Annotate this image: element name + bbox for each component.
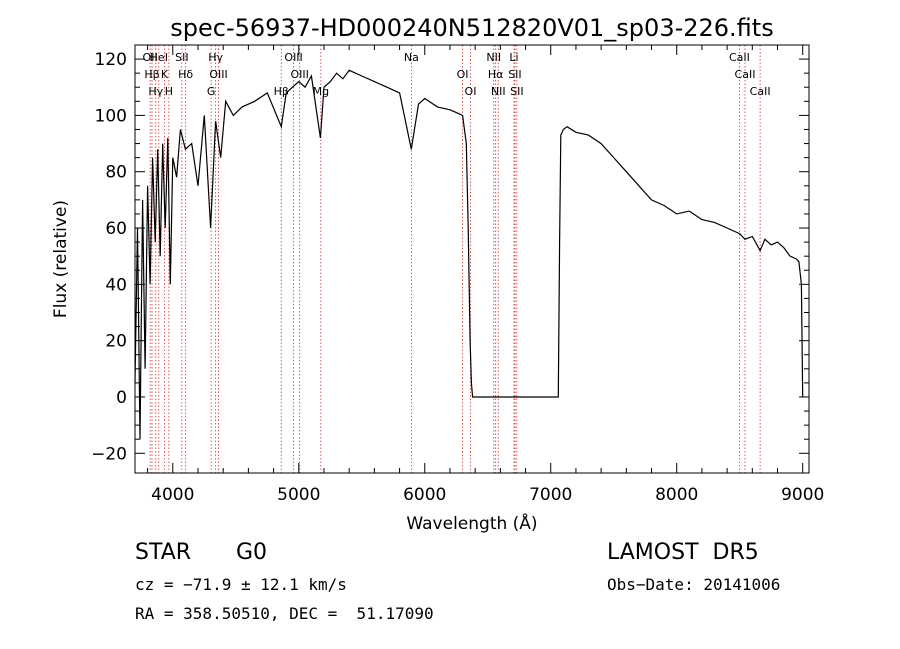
- x-tick-label: 8000: [655, 485, 698, 505]
- line-label: CaII: [729, 51, 750, 64]
- line-label: OI: [457, 68, 469, 81]
- x-tick-label: 6000: [403, 485, 446, 505]
- emission-line-markers: [149, 45, 761, 473]
- line-label: Hγ: [148, 85, 163, 98]
- survey-name: LAMOST DR5: [607, 540, 759, 565]
- line-label: Hβ: [274, 85, 289, 98]
- x-axis-label: Wavelength (Å): [406, 512, 537, 534]
- line-label: OII: [143, 51, 158, 64]
- plot-frame: [134, 44, 810, 474]
- x-tick-label: 7000: [529, 485, 572, 505]
- y-axis-ticks: −20 0 20 40 60 80 100 120: [91, 50, 809, 464]
- line-label: OI: [465, 85, 477, 98]
- x-tick-label: 9000: [781, 485, 824, 505]
- line-label: Hδ: [178, 68, 193, 81]
- line-label: CaII: [735, 68, 756, 81]
- object-type: STAR: [135, 540, 192, 565]
- object-subclass: G0: [236, 540, 268, 565]
- chart-title: spec-56937-HD000240N512820V01_sp03-226.f…: [170, 14, 773, 42]
- observation-date: Obs−Date: 20141006: [607, 575, 781, 594]
- line-label: Hα: [488, 68, 504, 81]
- line-label: Hβ: [144, 68, 159, 81]
- line-label: H: [165, 85, 173, 98]
- y-tick-label: 0: [116, 388, 127, 408]
- line-label: OIII: [209, 68, 227, 81]
- redshift-velocity: cz = −71.9 ± 12.1 km/s: [135, 575, 347, 594]
- y-tick-label: 100: [95, 106, 127, 126]
- y-tick-label: 60: [105, 219, 127, 239]
- line-label: SII: [510, 85, 523, 98]
- x-axis-ticks: 4000 5000 6000 7000 8000 9000: [147, 45, 824, 505]
- line-label: HeI: [150, 51, 168, 64]
- line-label: CaII: [750, 85, 771, 98]
- line-label: SII: [508, 68, 521, 81]
- line-label: K: [161, 68, 169, 81]
- line-label: Na: [404, 51, 419, 64]
- y-axis-label: Flux (relative): [51, 200, 71, 318]
- line-label: NII: [491, 85, 506, 98]
- y-tick-label: 20: [105, 332, 127, 352]
- line-label: G: [207, 85, 216, 98]
- y-tick-label: 120: [95, 50, 127, 70]
- x-tick-label: 5000: [277, 485, 320, 505]
- y-tick-label: 80: [105, 163, 127, 183]
- line-label: OIII: [290, 68, 308, 81]
- ra-dec-coordinates: RA = 358.50510, DEC = 51.17090: [135, 604, 434, 623]
- line-label: Li: [509, 51, 518, 64]
- x-tick-label: 4000: [151, 485, 194, 505]
- spectrum-series-line: [134, 69, 804, 440]
- line-label: OIII: [284, 51, 302, 64]
- line-label: SII: [175, 51, 188, 64]
- line-label: NII: [486, 51, 501, 64]
- y-tick-label: −20: [91, 444, 127, 464]
- emission-line-labels: OIIHβHγHeIKHSIIHδGHγOIIIHβOIIIOIIIMgNaOI…: [143, 51, 771, 98]
- y-tick-label: 40: [105, 275, 127, 295]
- line-label: Mg: [313, 85, 329, 98]
- line-label: Hγ: [208, 51, 223, 64]
